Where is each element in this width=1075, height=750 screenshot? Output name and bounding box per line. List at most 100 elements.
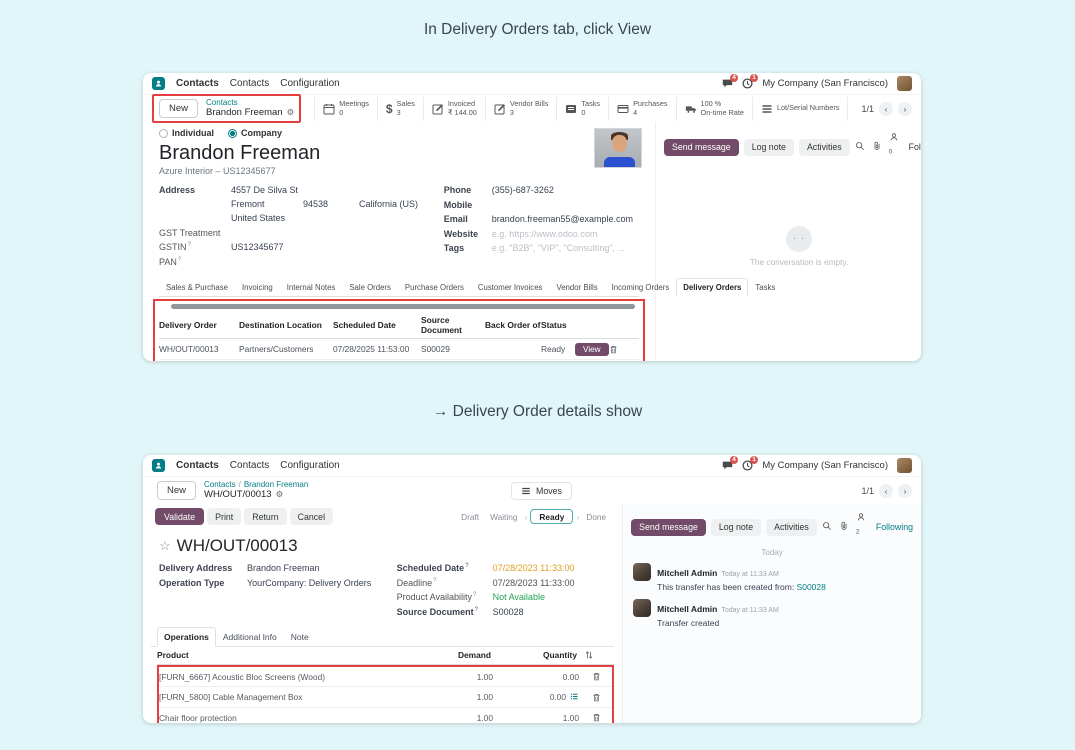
stat-sales[interactable]: $ Sales 3 <box>376 96 423 121</box>
scheduled-date-field[interactable]: 07/28/2023 11:33:00 <box>492 563 575 573</box>
col-scheduled-date[interactable]: Scheduled Date <box>333 320 396 330</box>
user-avatar[interactable] <box>897 458 912 473</box>
contacts-app-icon[interactable] <box>152 77 165 90</box>
tab-note[interactable]: Note <box>290 632 309 642</box>
col-demand[interactable]: Demand <box>457 650 491 660</box>
stat-purchases[interactable]: Purchases 4 <box>608 96 675 121</box>
new-button[interactable]: New <box>159 99 199 118</box>
search-icon[interactable] <box>855 138 865 156</box>
stat-invoiced[interactable]: Invoiced ₹ 144.00 <box>422 96 485 121</box>
radio-company[interactable]: Company <box>228 128 282 138</box>
trash-icon[interactable] <box>592 713 612 722</box>
gstin-field[interactable]: US12345677 <box>231 242 284 252</box>
breadcrumb-app[interactable]: Contacts <box>204 480 236 490</box>
cancel-button[interactable]: Cancel <box>289 508 334 525</box>
stat-vendor-bills[interactable]: Vendor Bills 3 <box>484 96 557 121</box>
product-line[interactable]: [FURN_5800] Cable Management Box 1.00 0.… <box>159 687 613 708</box>
menu-configuration[interactable]: Configuration <box>280 460 340 471</box>
tab-vendor-bills[interactable]: Vendor Bills <box>556 283 598 292</box>
new-button[interactable]: New <box>157 481 197 500</box>
trash-icon[interactable] <box>609 345 621 354</box>
user-avatar[interactable] <box>897 76 912 91</box>
pager-next-icon[interactable]: › <box>898 101 912 116</box>
tab-invoicing[interactable]: Invoicing <box>241 283 273 292</box>
email-field[interactable]: brandon.freeman55@example.com <box>491 214 634 224</box>
search-icon[interactable] <box>822 518 832 536</box>
messages-icon[interactable]: 4 <box>722 74 739 89</box>
print-button[interactable]: Print <box>207 508 242 525</box>
tab-customer-invoices[interactable]: Customer Invoices <box>477 283 543 292</box>
col-delivery-order[interactable]: Delivery Order <box>159 320 217 330</box>
gear-icon[interactable]: ⚙ <box>275 489 284 500</box>
paperclip-icon[interactable] <box>839 518 849 536</box>
product-line[interactable]: [FURN_6667] Acoustic Bloc Screens (Wood)… <box>159 667 613 687</box>
deadline-field[interactable]: 07/28/2023 11:33:00 <box>492 577 575 588</box>
view-button[interactable]: View <box>575 342 609 356</box>
col-destination[interactable]: Destination Location <box>239 320 322 330</box>
contact-subtitle[interactable]: Azure Interior – US12345677 <box>159 166 276 176</box>
status-draft[interactable]: Draft <box>461 511 480 522</box>
follow-button[interactable]: Follow <box>908 142 921 152</box>
following-button[interactable]: Following <box>875 522 913 532</box>
col-status[interactable]: Status <box>541 320 567 330</box>
tab-delivery-orders[interactable]: Delivery Orders <box>676 278 749 297</box>
followers-icon[interactable]: 0 <box>889 129 899 165</box>
optional-columns-icon[interactable] <box>584 650 594 660</box>
app-menu-contacts[interactable]: Contacts <box>176 460 219 471</box>
col-product[interactable]: Product <box>157 650 189 660</box>
menu-contacts[interactable]: Contacts <box>229 78 270 89</box>
radio-individual[interactable]: Individual <box>159 128 214 138</box>
log-note-button[interactable]: Log note <box>710 518 762 536</box>
menu-configuration[interactable]: Configuration <box>280 78 340 89</box>
breadcrumb-parent[interactable]: Brandon Freeman <box>243 480 309 490</box>
contacts-app-icon[interactable] <box>152 459 165 472</box>
col-back-order[interactable]: Back Order of <box>485 320 541 330</box>
col-source-document[interactable]: Source Document <box>421 315 462 335</box>
horizontal-scrollbar[interactable] <box>171 304 635 309</box>
activities-clock-icon[interactable]: 1 <box>742 456 759 471</box>
log-note-button[interactable]: Log note <box>743 138 794 156</box>
tags-field[interactable]: e.g. "B2B", "VIP", "Consulting", ... <box>491 243 626 253</box>
pager-next-icon[interactable]: › <box>898 483 912 498</box>
activities-button[interactable]: Activities <box>798 138 850 156</box>
activities-clock-icon[interactable]: 1 <box>742 74 759 89</box>
tab-additional-info[interactable]: Additional Info <box>222 632 277 642</box>
trash-icon[interactable] <box>592 693 612 702</box>
activities-button[interactable]: Activities <box>766 518 817 536</box>
status-waiting[interactable]: Waiting <box>490 511 518 522</box>
address-field[interactable]: 4557 De Silva St Fremont 94538 Californi… <box>231 185 419 223</box>
moves-button[interactable]: Moves <box>511 481 572 500</box>
contact-name[interactable]: Brandon Freeman <box>159 142 321 164</box>
status-done[interactable]: Done <box>586 511 607 522</box>
paperclip-icon[interactable] <box>872 138 882 156</box>
messages-icon[interactable]: 4 <box>722 456 739 471</box>
return-button[interactable]: Return <box>244 508 287 525</box>
gear-icon[interactable]: ⚙ <box>286 107 295 118</box>
stat-lot-serial[interactable]: Lot/Serial Numbers <box>751 96 849 121</box>
tab-operations[interactable]: Operations <box>157 627 216 647</box>
tab-sales-purchase[interactable]: Sales & Purchase <box>166 283 228 292</box>
menu-contacts[interactable]: Contacts <box>229 460 270 471</box>
favorite-star-icon[interactable]: ☆ <box>159 538 171 553</box>
detailed-operations-icon[interactable] <box>570 692 579 703</box>
tab-incoming-orders[interactable]: Incoming Orders <box>611 283 670 292</box>
send-message-button[interactable]: Send message <box>631 518 706 536</box>
col-quantity[interactable]: Quantity <box>543 650 577 660</box>
status-ready[interactable]: Ready <box>530 509 574 524</box>
stat-meetings[interactable]: Meetings 0 <box>314 96 377 121</box>
pager-prev-icon[interactable]: ‹ <box>879 483 893 498</box>
source-document-field[interactable]: S00028 <box>492 606 524 617</box>
operation-type-field[interactable]: YourCompany: Delivery Orders <box>247 577 372 588</box>
followers-icon[interactable]: 2 <box>856 509 866 545</box>
stat-tasks[interactable]: Tasks 0 <box>556 96 608 121</box>
contact-photo[interactable] <box>594 128 642 168</box>
trash-icon[interactable] <box>592 672 612 681</box>
company-switcher[interactable]: My Company (San Francisco) <box>762 78 888 89</box>
table-row[interactable]: WH/OUT/00013 Partners/Customers 07/28/20… <box>159 339 639 360</box>
breadcrumb-parent[interactable]: Contacts <box>206 98 238 108</box>
delivery-address-field[interactable]: Brandon Freeman <box>247 563 320 573</box>
tab-purchase-orders[interactable]: Purchase Orders <box>404 283 464 292</box>
source-document-link[interactable]: S00028 <box>796 582 826 592</box>
product-line[interactable]: Chair floor protection 1.00 1.00 <box>159 708 612 723</box>
company-switcher[interactable]: My Company (San Francisco) <box>762 460 888 471</box>
